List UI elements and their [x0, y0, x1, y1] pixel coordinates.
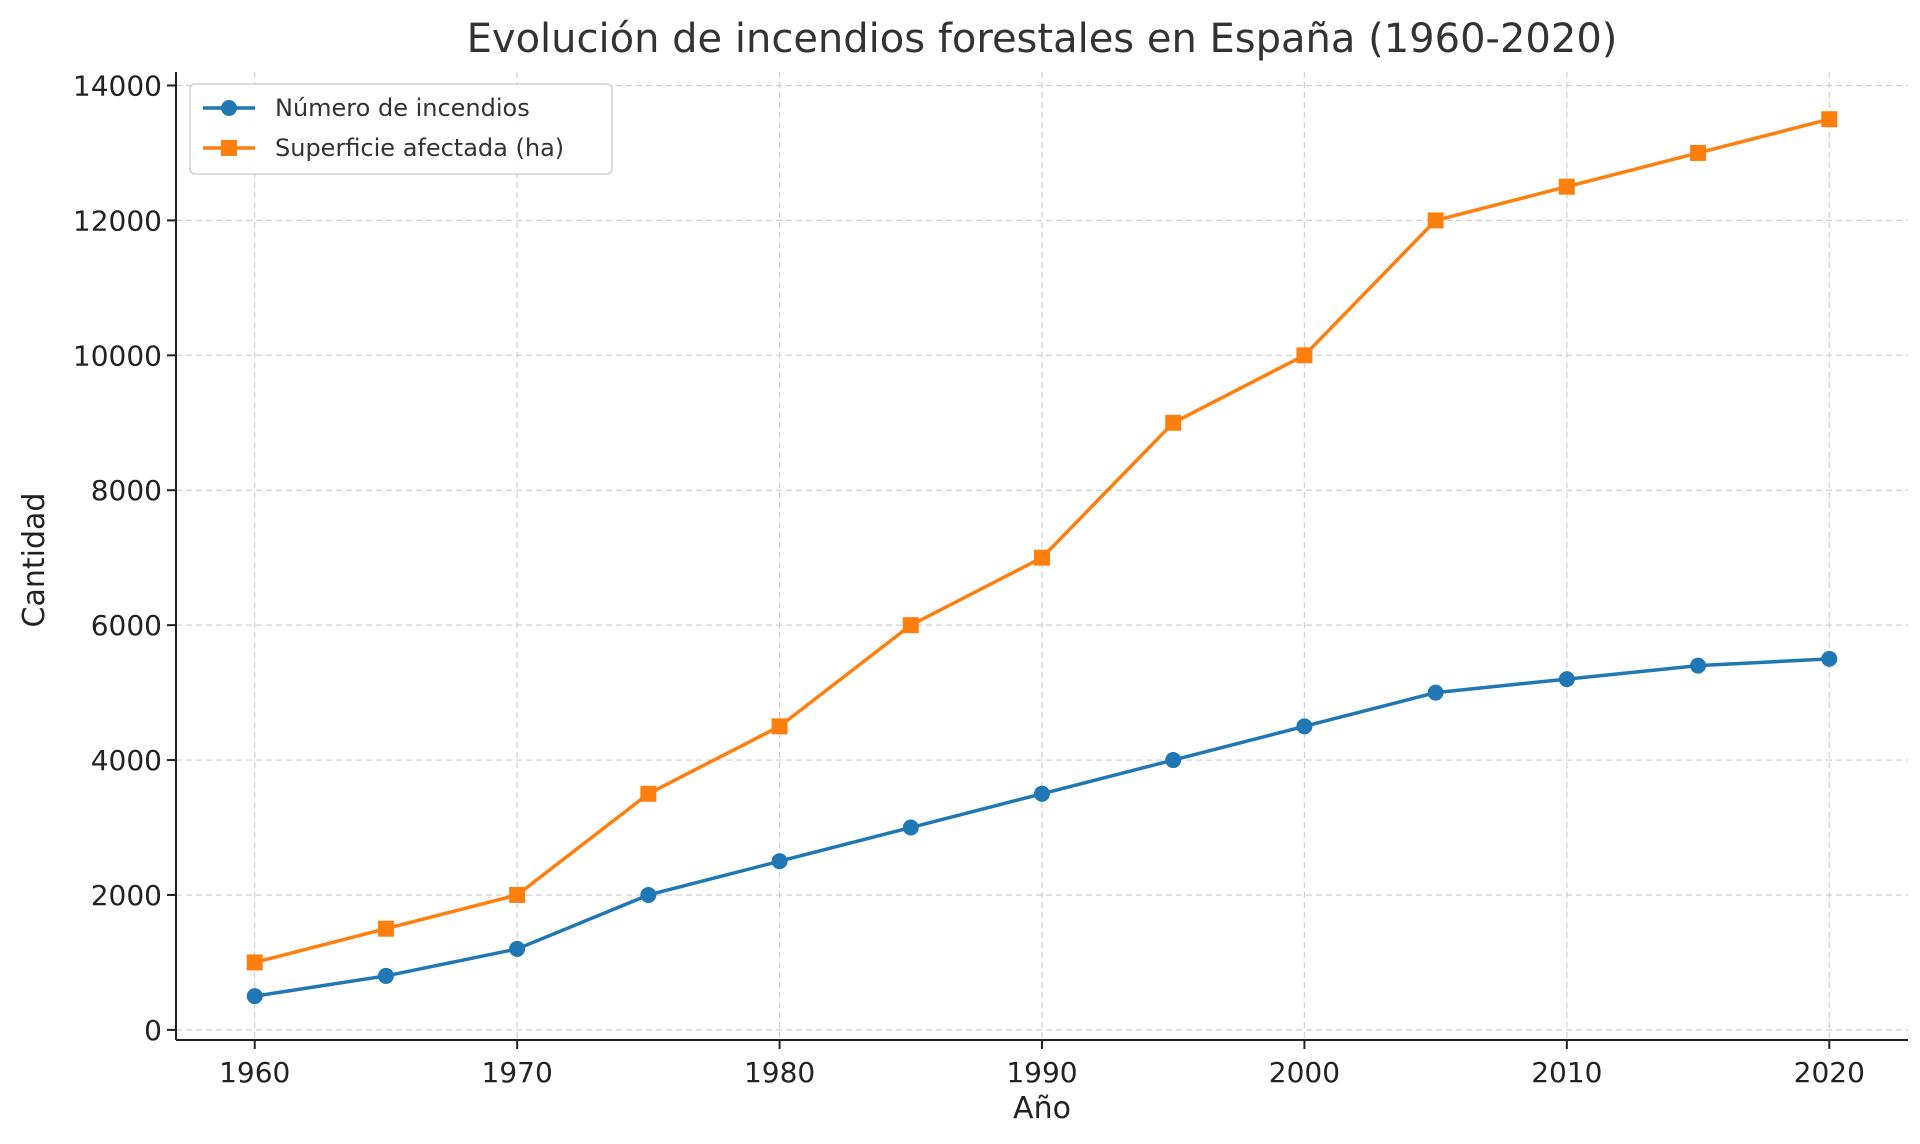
- data-point-circle: [509, 940, 526, 957]
- x-tick-label: 1990: [1006, 1056, 1077, 1089]
- x-tick-label: 2020: [1794, 1056, 1865, 1089]
- y-tick-label: 8000: [91, 474, 162, 507]
- data-point-circle: [246, 988, 263, 1005]
- y-tick-label: 10000: [73, 339, 162, 372]
- data-point-square: [1034, 549, 1050, 566]
- data-point-square: [1427, 212, 1444, 229]
- data-point-square: [509, 886, 526, 903]
- series-superficie-afectada: [246, 111, 1838, 971]
- x-tick-label: 2010: [1531, 1056, 1602, 1089]
- data-point-circle: [1427, 684, 1444, 701]
- data-point-square: [246, 954, 263, 971]
- data-point-circle: [1690, 657, 1707, 674]
- grid: [176, 72, 1908, 1040]
- legend-marker-square: [221, 140, 237, 156]
- legend-label: Superficie afectada (ha): [275, 134, 564, 162]
- series-numero-incendios: [246, 650, 1838, 1005]
- series-layer: [246, 111, 1838, 1005]
- data-point-circle: [1296, 718, 1313, 735]
- data-point-square: [640, 785, 657, 802]
- legend-entry-superficie: Superficie afectada (ha): [203, 134, 564, 162]
- x-tick-label: 1970: [482, 1056, 553, 1089]
- x-tick-label: 1960: [219, 1056, 290, 1089]
- legend-entry-incendios: Número de incendios: [203, 94, 530, 122]
- y-ticks: 0 2000 4000 6000 8000 10000 12000 14000: [73, 69, 176, 1047]
- data-point-circle: [640, 886, 657, 903]
- data-point-circle: [771, 853, 788, 870]
- x-tick-label: 1980: [744, 1056, 815, 1089]
- legend-label: Número de incendios: [275, 94, 530, 122]
- y-tick-label: 0: [144, 1014, 162, 1047]
- data-point-circle: [377, 967, 394, 984]
- data-point-square: [771, 718, 788, 735]
- y-tick-label: 12000: [73, 204, 162, 237]
- data-point-square: [1558, 178, 1575, 195]
- y-tick-label: 14000: [73, 69, 162, 102]
- data-point-square: [1821, 111, 1838, 128]
- data-point-square: [902, 617, 919, 634]
- data-point-circle: [1821, 650, 1838, 667]
- data-point-circle: [1034, 785, 1050, 802]
- data-point-square: [1690, 144, 1707, 161]
- legend-marker-circle: [221, 100, 237, 116]
- legend-frame: [189, 83, 613, 175]
- data-point-circle: [1558, 671, 1575, 688]
- data-point-square: [1165, 414, 1182, 431]
- data-point-square: [1296, 347, 1313, 364]
- x-ticks: 1960 1970 1980 1990 2000 2010 2020: [219, 1040, 1865, 1089]
- y-tick-label: 2000: [91, 879, 162, 912]
- data-point-circle: [902, 819, 919, 836]
- legend: Número de incendios Superficie afectada …: [189, 83, 613, 175]
- y-tick-label: 6000: [91, 609, 162, 642]
- data-point-circle: [1165, 752, 1182, 769]
- data-point-square: [377, 920, 394, 937]
- x-tick-label: 2000: [1269, 1056, 1340, 1089]
- x-axis-label: Año: [1013, 1091, 1071, 1126]
- y-axis-label: Cantidad: [17, 493, 52, 628]
- y-tick-label: 4000: [91, 744, 162, 777]
- chart-title: Evolución de incendios forestales en Esp…: [467, 16, 1618, 62]
